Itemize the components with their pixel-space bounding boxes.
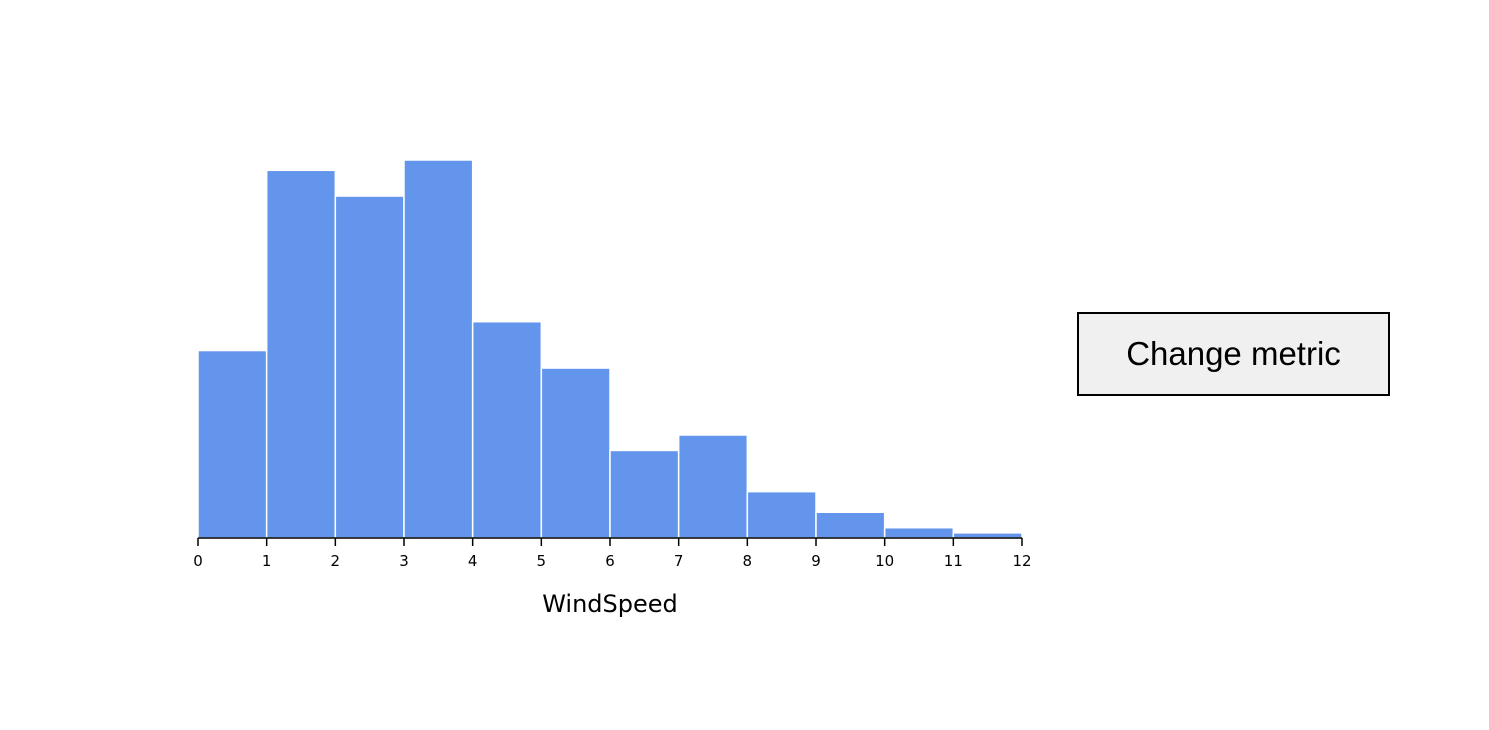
x-tick-label: 10	[875, 552, 894, 570]
histogram-chart: 0 1 2 3 4 5 6 7 8 9 10 11 12 WindSpeed	[193, 159, 1032, 618]
histogram-bar	[952, 532, 1023, 539]
x-tick-label: 2	[331, 552, 341, 570]
x-tick-label: 4	[468, 552, 478, 570]
histogram-bar	[815, 511, 886, 539]
histogram-bar	[197, 349, 268, 539]
x-tick-label: 1	[262, 552, 272, 570]
histogram-bar	[471, 320, 543, 539]
histogram-bar	[334, 195, 405, 539]
x-tick-label: 12	[1012, 552, 1031, 570]
histogram-bar	[540, 367, 611, 539]
x-axis-ticks: 0 1 2 3 4 5 6 7 8 9 10 11 12	[193, 538, 1032, 570]
x-tick-label: 9	[811, 552, 821, 570]
x-tick-label: 6	[605, 552, 615, 570]
x-tick-label: 7	[674, 552, 684, 570]
x-tick-label: 5	[537, 552, 547, 570]
change-metric-button[interactable]: Change metric	[1077, 312, 1390, 396]
histogram-bar	[609, 449, 680, 539]
bars-group	[197, 159, 1023, 539]
x-tick-label: 3	[399, 552, 409, 570]
histogram-bar	[883, 526, 955, 539]
x-tick-label: 11	[944, 552, 963, 570]
x-tick-label: 0	[193, 552, 203, 570]
x-tick-label: 8	[743, 552, 753, 570]
histogram-bar	[677, 434, 749, 539]
histogram-bar	[746, 490, 817, 539]
histogram-bar	[265, 169, 337, 539]
histogram-bar	[403, 159, 474, 539]
x-axis-title: WindSpeed	[542, 590, 678, 618]
